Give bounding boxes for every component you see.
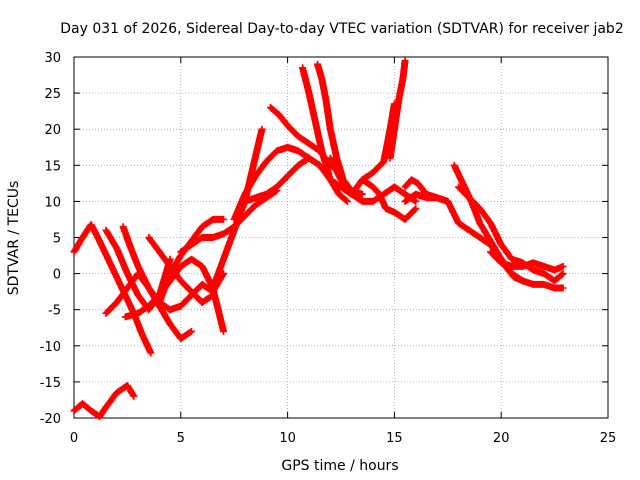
- series-track-1: [70, 382, 138, 421]
- series-marker-path: [401, 176, 452, 205]
- series-marker-path: [487, 248, 567, 274]
- y-tick-label: 30: [44, 51, 61, 66]
- y-tick-label: 15: [44, 159, 61, 174]
- y-axis-label: SDTVAR / TECUs: [6, 181, 22, 296]
- x-tick-label: 20: [493, 431, 510, 446]
- chart-title: Day 031 of 2026, Sidereal Day-to-day VTE…: [60, 21, 623, 37]
- series-marker-path: [70, 382, 138, 421]
- x-axis-label: GPS time / hours: [281, 458, 398, 474]
- y-tick-label: 25: [44, 87, 61, 102]
- series-track-21: [401, 176, 452, 205]
- x-tick-label: 25: [600, 431, 617, 446]
- series-marker-path: [299, 64, 351, 205]
- y-tick-label: 10: [44, 195, 61, 210]
- series-track-14: [299, 64, 351, 205]
- x-tick-label: 10: [279, 431, 296, 446]
- series-track-23: [455, 183, 567, 285]
- series-track-19: [386, 57, 409, 162]
- series-track-18: [337, 100, 398, 198]
- y-tick-label: 0: [53, 268, 61, 283]
- grid-lines: [74, 57, 608, 418]
- y-tick-label: -20: [40, 412, 61, 427]
- y-tick-label: -10: [40, 340, 61, 355]
- y-tick-label: -5: [48, 304, 61, 319]
- series-marker-path: [386, 57, 409, 162]
- x-tick-label: 5: [177, 431, 185, 446]
- data-series: [70, 57, 567, 421]
- y-tick-label: 20: [44, 123, 61, 138]
- series-marker-path: [455, 183, 567, 285]
- series-track-25: [487, 248, 567, 274]
- x-tick-label: 0: [70, 431, 78, 446]
- series-marker-path: [337, 100, 398, 198]
- y-tick-label: 5: [53, 232, 61, 247]
- y-tick-label: -15: [40, 376, 61, 391]
- x-tick-label: 15: [386, 431, 403, 446]
- axis-ticks: 0 5 10 15 20 25 -20 -15 -10 -5 0 5 10 15 20 25 30: [40, 51, 617, 446]
